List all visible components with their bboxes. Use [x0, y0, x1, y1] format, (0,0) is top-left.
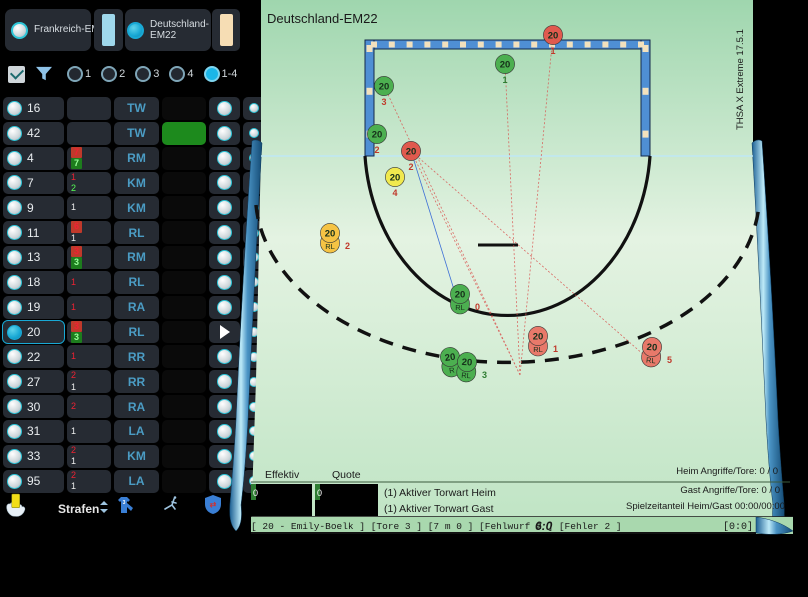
- svg-text:20: 20: [646, 342, 657, 354]
- svg-text:20: 20: [390, 172, 401, 183]
- svg-text:20: 20: [455, 289, 466, 300]
- svg-text:(1) Aktiver Torwart Heim: (1) Aktiver Torwart Heim: [384, 487, 496, 499]
- svg-text:[ 20 - Emily-Boelk ] [Tore 3 ]: [ 20 - Emily-Boelk ] [Tore 3 ] [7 m 0 ] …: [251, 521, 622, 532]
- svg-text:1: 1: [502, 75, 507, 85]
- svg-text:0: 0: [317, 488, 322, 498]
- svg-text:20: 20: [325, 228, 336, 239]
- svg-text:2: 2: [345, 241, 350, 251]
- svg-text:20: 20: [372, 129, 383, 140]
- svg-text:RL: RL: [461, 371, 471, 381]
- svg-text:20: 20: [406, 146, 417, 157]
- svg-text:Gast Angriffe/Tore: 0 / 0: Gast Angriffe/Tore: 0 / 0: [680, 485, 780, 496]
- svg-text:RL: RL: [325, 242, 335, 251]
- svg-text:RL: RL: [533, 345, 543, 354]
- svg-text:3: 3: [482, 370, 487, 380]
- svg-text:20: 20: [533, 331, 544, 342]
- svg-text:[0:0]: [0:0]: [723, 521, 753, 533]
- svg-text:4: 4: [392, 188, 397, 198]
- svg-text:1: 1: [553, 344, 558, 354]
- svg-text:THSA X Extreme 17.5.1: THSA X Extreme 17.5.1: [735, 29, 746, 130]
- svg-text:20: 20: [379, 81, 390, 92]
- svg-text:RL: RL: [646, 356, 656, 366]
- svg-text:1: 1: [550, 46, 555, 56]
- svg-text:20: 20: [500, 59, 511, 70]
- svg-text:0: 0: [253, 488, 258, 498]
- svg-text:20: 20: [548, 30, 559, 41]
- svg-text:Quote: Quote: [332, 469, 361, 481]
- svg-text:3: 3: [381, 97, 386, 107]
- svg-text:2: 2: [408, 162, 413, 172]
- svg-text:20: 20: [461, 357, 472, 369]
- svg-text:5: 5: [667, 355, 672, 365]
- svg-text:RL: RL: [455, 303, 465, 312]
- svg-text:6:0: 6:0: [535, 519, 553, 533]
- svg-text:2: 2: [374, 145, 379, 155]
- svg-text:Deutschland-EM22: Deutschland-EM22: [267, 11, 378, 26]
- svg-text:0: 0: [475, 302, 480, 312]
- svg-text:Heim Angriffe/Tore: 0 / 0: Heim Angriffe/Tore: 0 / 0: [676, 466, 778, 477]
- svg-text:(1) Aktiver Torwart Gast: (1) Aktiver Torwart Gast: [384, 503, 494, 515]
- svg-text:20: 20: [444, 352, 456, 364]
- svg-text:Spielzeitanteil Heim/Gast 00:0: Spielzeitanteil Heim/Gast 00:00/00:00: [626, 501, 785, 512]
- svg-text:Effektiv: Effektiv: [265, 469, 300, 481]
